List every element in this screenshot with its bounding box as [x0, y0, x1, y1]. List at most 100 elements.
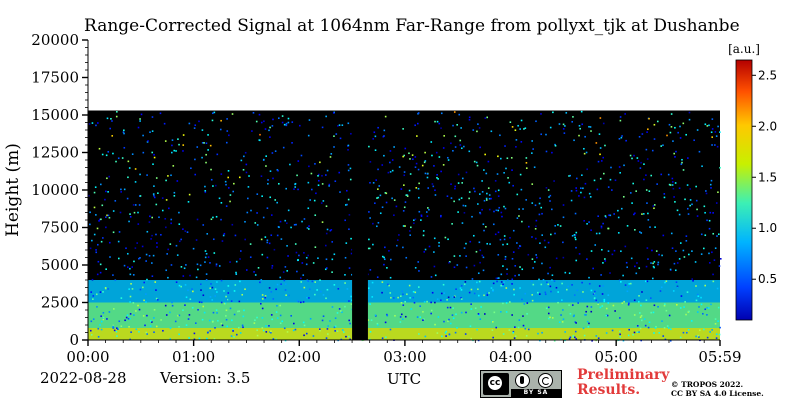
signal-pixel — [640, 314, 643, 317]
signal-pixel — [250, 209, 252, 212]
signal-pixel — [212, 185, 214, 187]
signal-pixel — [479, 146, 481, 149]
layer-near_surface — [88, 328, 720, 340]
signal-pixel — [497, 209, 500, 212]
signal-pixel — [653, 204, 656, 206]
signal-pixel — [653, 332, 655, 334]
signal-pixel — [540, 133, 543, 136]
signal-pixel — [182, 309, 184, 312]
signal-pixel — [187, 318, 190, 320]
signal-pixel — [636, 325, 639, 327]
signal-pixel — [448, 318, 450, 321]
signal-pixel — [161, 209, 164, 212]
signal-pixel — [117, 328, 119, 330]
signal-pixel — [142, 286, 144, 289]
signal-pixel — [113, 329, 116, 332]
signal-pixel — [213, 338, 216, 340]
signal-pixel — [378, 185, 381, 187]
signal-pixel — [129, 313, 132, 315]
signal-pixel — [319, 279, 321, 282]
signal-pixel — [549, 200, 551, 202]
signal-pixel — [446, 306, 449, 309]
signal-pixel — [430, 301, 432, 304]
signal-pixel — [657, 263, 659, 266]
signal-pixel — [444, 236, 447, 239]
signal-pixel — [522, 324, 525, 327]
signal-pixel — [544, 293, 547, 296]
signal-pixel — [284, 219, 287, 222]
signal-pixel — [155, 233, 157, 236]
signal-pixel — [242, 315, 245, 318]
signal-pixel — [568, 272, 571, 275]
signal-pixel — [168, 207, 170, 210]
signal-pixel — [629, 154, 632, 157]
signal-pixel — [547, 312, 550, 315]
signal-pixel — [603, 298, 606, 301]
signal-pixel — [293, 223, 296, 226]
signal-pixel — [460, 311, 463, 314]
signal-pixel — [571, 304, 574, 306]
signal-pixel — [153, 156, 156, 159]
signal-pixel — [374, 314, 377, 317]
signal-pixel — [379, 194, 382, 197]
signal-pixel — [532, 283, 535, 286]
signal-pixel — [130, 331, 132, 333]
signal-pixel — [558, 123, 561, 125]
signal-pixel — [270, 330, 272, 333]
signal-pixel — [155, 177, 158, 179]
signal-pixel — [210, 218, 213, 221]
signal-pixel — [480, 306, 482, 308]
signal-pixel — [710, 303, 712, 306]
signal-pixel — [312, 335, 315, 337]
signal-pixel — [412, 290, 415, 293]
signal-pixel — [157, 192, 159, 194]
signal-pixel — [685, 331, 688, 334]
signal-pixel — [289, 163, 291, 166]
signal-pixel — [588, 322, 590, 325]
signal-pixel — [319, 161, 321, 164]
y-tick-label: 5000 — [41, 256, 79, 274]
signal-pixel — [434, 120, 436, 123]
signal-pixel — [129, 273, 132, 276]
signal-pixel — [165, 269, 168, 272]
signal-pixel — [367, 287, 370, 290]
signal-pixel — [513, 337, 516, 339]
signal-pixel — [333, 326, 336, 329]
signal-pixel — [372, 182, 375, 184]
signal-pixel — [454, 185, 456, 188]
signal-pixel — [573, 234, 576, 236]
signal-pixel — [511, 126, 514, 128]
signal-pixel — [230, 335, 233, 337]
signal-pixel — [350, 132, 352, 135]
signal-pixel — [88, 123, 91, 125]
signal-pixel — [172, 165, 175, 167]
signal-pixel — [300, 301, 302, 304]
signal-pixel — [594, 244, 597, 246]
signal-pixel — [385, 336, 387, 339]
cc-license-badge[interactable]: cc BY SA — [480, 370, 562, 398]
signal-pixel — [532, 148, 534, 150]
signal-pixel — [100, 320, 103, 323]
signal-pixel — [542, 279, 545, 281]
signal-pixel — [494, 190, 497, 193]
signal-pixel — [607, 186, 610, 188]
signal-pixel — [620, 250, 622, 253]
signal-pixel — [513, 293, 515, 296]
signal-pixel — [602, 285, 604, 287]
signal-pixel — [471, 278, 474, 280]
signal-pixel — [212, 238, 215, 241]
signal-pixel — [178, 333, 180, 336]
signal-pixel — [377, 221, 380, 224]
signal-pixel — [663, 196, 666, 199]
signal-pixel — [461, 182, 463, 184]
signal-pixel — [286, 270, 289, 272]
signal-pixel — [275, 338, 278, 341]
signal-pixel — [276, 169, 279, 171]
signal-pixel — [351, 248, 353, 251]
signal-pixel — [393, 146, 395, 148]
signal-pixel — [350, 295, 352, 298]
signal-pixel — [436, 174, 438, 176]
signal-pixel — [460, 284, 463, 287]
signal-pixel — [204, 191, 207, 194]
signal-pixel — [260, 279, 263, 281]
